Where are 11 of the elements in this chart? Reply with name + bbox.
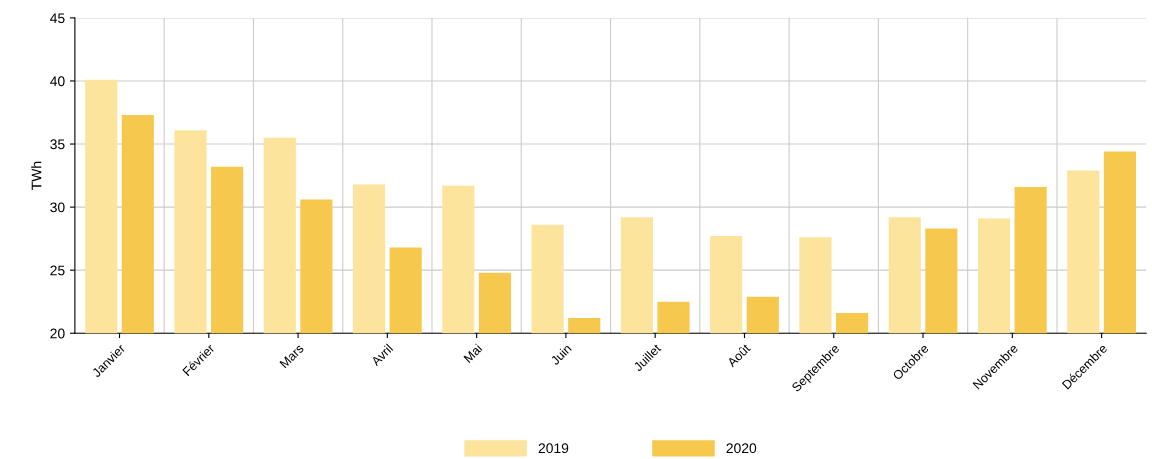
x-tick-label: Juin: [549, 343, 572, 366]
y-tick-label: 30: [50, 202, 65, 213]
y-tick-label: 40: [50, 76, 65, 87]
x-tick-label: Mai: [463, 343, 483, 363]
y-tick-label: 45: [50, 13, 65, 24]
y-tick-label: 35: [50, 139, 65, 150]
y-axis-title: TWh: [31, 161, 42, 190]
legend-label: 2019: [538, 443, 569, 454]
y-tick-label: 25: [50, 265, 65, 276]
legend-label: 2020: [726, 443, 757, 454]
y-tick-label: 20: [50, 328, 65, 339]
